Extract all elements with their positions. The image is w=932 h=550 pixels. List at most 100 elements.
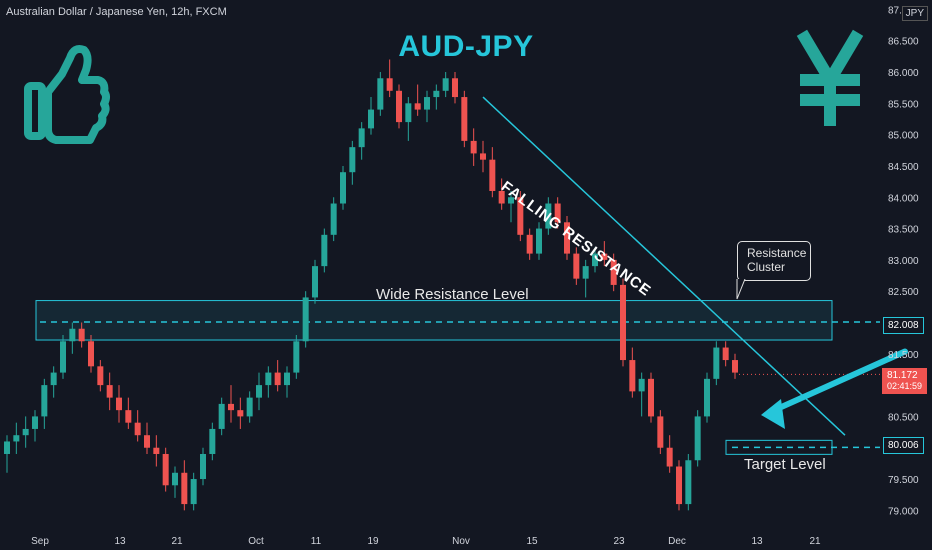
candle-body: [358, 128, 365, 148]
candle-body: [666, 447, 673, 467]
candle-body: [461, 97, 468, 141]
candle-body: [489, 159, 496, 191]
callout-pointer: [736, 279, 746, 300]
candle-body: [592, 253, 598, 267]
candle-body: [162, 453, 169, 486]
candle-body: [78, 328, 85, 342]
candle-body: [181, 472, 188, 505]
candle-body: [676, 466, 682, 505]
candle-body: [172, 472, 178, 486]
candle-body: [200, 453, 206, 480]
candle-body: [424, 97, 430, 110]
x-tick-label: 13: [751, 536, 763, 547]
bar-countdown: 02:41:59: [887, 381, 923, 391]
candle-body: [722, 347, 729, 361]
candle-body: [433, 90, 440, 98]
candle-body: [246, 397, 253, 417]
candle-body: [638, 378, 645, 392]
y-tick-label: 86.500: [888, 37, 919, 48]
y-tick-label: 79.000: [888, 506, 919, 517]
y-tick-label: 81.500: [888, 350, 919, 361]
x-tick-label: Dec: [668, 536, 686, 547]
x-tick-label: 11: [311, 536, 322, 547]
candle-body: [396, 90, 402, 123]
candle-body: [573, 253, 580, 279]
candle-body: [60, 341, 66, 373]
y-tick-label: 83.500: [888, 225, 919, 236]
target-price-tag: 80.006: [883, 437, 924, 454]
candle-body: [330, 203, 337, 235]
candle-body: [564, 222, 570, 254]
candle-body: [349, 147, 356, 173]
candle-body: [69, 328, 76, 342]
candle-body: [321, 234, 328, 267]
candle-body: [498, 190, 505, 204]
arrow-head: [761, 398, 785, 429]
candle-body: [88, 341, 94, 367]
candle-body: [209, 428, 216, 454]
candle-body: [265, 372, 272, 386]
y-tick-label: 85.000: [888, 131, 919, 142]
candle-body: [116, 397, 122, 411]
candle-body: [256, 385, 262, 398]
symbol-header[interactable]: Australian Dollar / Japanese Yen, 12h, F…: [6, 6, 227, 18]
x-tick-label: 21: [809, 536, 821, 547]
candle-body: [704, 378, 710, 417]
current-price-tag: 81.172 02:41:59: [882, 368, 928, 394]
candle-body: [620, 284, 626, 361]
candle-body: [536, 228, 542, 254]
candle-body: [368, 109, 374, 129]
x-tick-label: Sep: [31, 536, 49, 547]
candle-body: [237, 410, 244, 417]
candle-body: [694, 416, 701, 461]
candle-body: [50, 372, 57, 386]
candle-body: [144, 435, 150, 448]
x-tick-label: 21: [171, 536, 183, 547]
candle-body: [517, 197, 524, 235]
callout-line-1: Resistance: [747, 246, 807, 260]
candle-body: [405, 103, 412, 123]
time-axis: Sep 13 21 Oct 11 19 Nov 15 23 Dec 13 21: [31, 536, 821, 547]
candle-body: [125, 410, 132, 423]
callout-line-2: Cluster: [747, 260, 786, 274]
x-tick-label: 15: [526, 536, 538, 547]
candle-body: [386, 78, 393, 91]
candle-body: [377, 78, 384, 110]
candle-body: [22, 428, 29, 436]
candle-body: [4, 441, 10, 454]
candle-body: [470, 140, 477, 154]
candle-body: [228, 403, 234, 411]
candle-body: [685, 460, 692, 505]
candle-body: [153, 447, 160, 454]
x-tick-label: Nov: [452, 536, 470, 547]
y-tick-label: 80.500: [888, 412, 919, 423]
candle-body: [274, 372, 281, 386]
candle-body: [582, 266, 589, 279]
candle-body: [106, 385, 113, 398]
target-level-label: Target Level: [744, 456, 826, 473]
candle-body: [340, 172, 346, 204]
resistance-price-tag: 82.008: [883, 317, 924, 334]
candle-body: [97, 366, 104, 386]
y-tick-label: 84.500: [888, 162, 919, 173]
chart-title: AUD-JPY: [398, 30, 534, 63]
x-tick-label: 23: [613, 536, 625, 547]
y-tick-label: 82.500: [888, 287, 919, 298]
resistance-cluster-callout: Resistance Cluster: [737, 241, 811, 281]
candle-body: [13, 435, 20, 442]
candle-body: [526, 234, 533, 254]
currency-button[interactable]: JPY: [901, 6, 928, 21]
candle-body: [414, 103, 421, 110]
projection-arrow: [761, 348, 908, 429]
arrow-shaft: [774, 348, 908, 412]
candle-body: [41, 385, 48, 417]
candle-body: [610, 259, 617, 285]
candle-body: [629, 360, 636, 392]
y-tick-label: 84.000: [888, 193, 919, 204]
y-tick-label: 85.500: [888, 99, 919, 110]
candle-body: [732, 360, 738, 373]
candle-body: [190, 479, 197, 505]
x-tick-label: 19: [367, 536, 379, 547]
candle-body: [601, 253, 608, 260]
candle-body: [713, 347, 720, 379]
